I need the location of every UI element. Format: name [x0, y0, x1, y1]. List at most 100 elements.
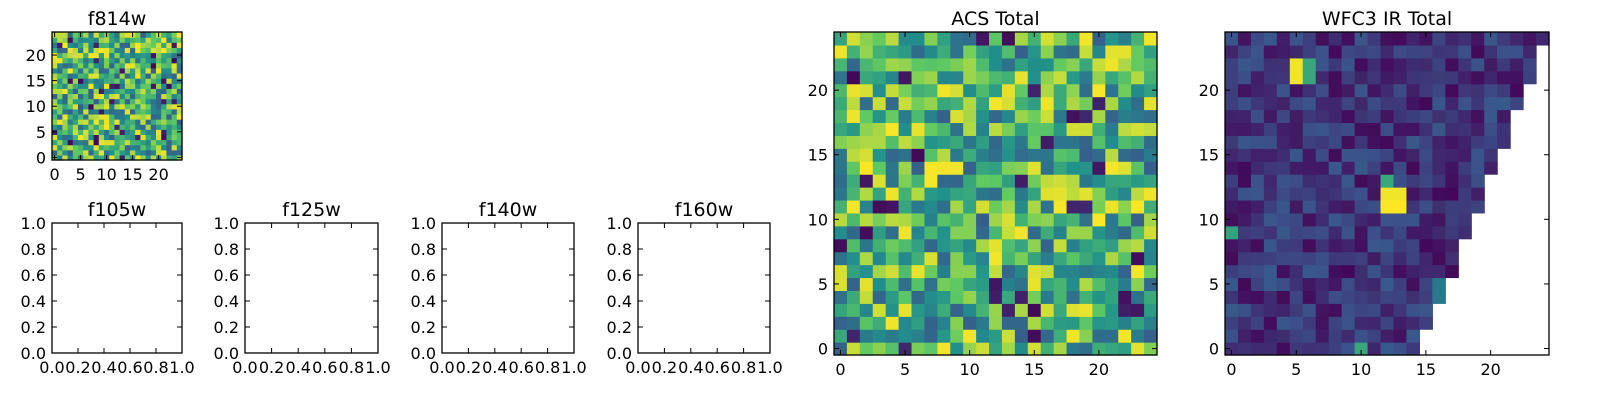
heatmap-cell [52, 124, 58, 130]
heatmap-cell [885, 135, 900, 149]
heatmap-cell [1276, 329, 1291, 343]
heatmap-cell [1131, 174, 1145, 188]
heatmap-cell [1014, 70, 1029, 85]
heatmap-cell [176, 98, 183, 105]
heatmap-cell [989, 32, 1003, 46]
heatmap-cell [1367, 290, 1382, 304]
heatmap-cell [924, 109, 938, 124]
heatmap-cell [135, 98, 141, 105]
x-tick-label: 5 [1291, 360, 1301, 379]
heatmap-cell [124, 42, 131, 48]
heatmap-cell [963, 148, 977, 162]
heatmap-cell [1027, 316, 1042, 330]
heatmap-cell [1419, 225, 1433, 240]
heatmap-cell [161, 129, 167, 135]
heatmap-cell [1053, 212, 1068, 227]
x-tick-label: 1.0 [561, 358, 586, 377]
heatmap-cell [145, 78, 152, 84]
heatmap-cell [1053, 174, 1068, 188]
heatmap-cell [859, 32, 874, 46]
heatmap-cell [846, 316, 861, 330]
heatmap-cell [911, 225, 926, 240]
heatmap-cell [989, 187, 1003, 201]
heatmap-cell [1027, 199, 1042, 214]
heatmap-cell [1237, 32, 1252, 46]
heatmap-cell [1419, 148, 1433, 162]
heatmap-cell [1027, 238, 1042, 253]
heatmap-cell [140, 93, 147, 100]
heatmap-cell [924, 44, 938, 59]
heatmap-cell [1118, 329, 1132, 343]
heatmap-cell [1302, 212, 1317, 227]
heatmap-cell [1497, 57, 1511, 72]
heatmap-cell [57, 129, 63, 135]
heatmap-cell [924, 342, 938, 356]
heatmap-cell [1144, 251, 1158, 266]
heatmap-cell [976, 83, 990, 98]
heatmap-cells-f814w [52, 32, 183, 161]
heatmap-cell [88, 108, 95, 115]
heatmap-cell [1250, 303, 1265, 317]
heatmap-cell [1225, 70, 1239, 85]
heatmap-cell [124, 124, 131, 130]
heatmap-cell [98, 62, 105, 69]
heatmap-cell [83, 52, 89, 59]
heatmap-cell [1380, 303, 1395, 317]
heatmap-cell [130, 103, 136, 110]
heatmap-cell [1237, 277, 1252, 291]
heatmap-cell [166, 47, 173, 54]
heatmap-cell [1027, 57, 1042, 72]
heatmap-cell [1302, 251, 1317, 266]
heatmap-cell [1497, 44, 1511, 59]
heatmap-cell [171, 103, 178, 110]
heatmap-cell [150, 98, 157, 105]
heatmap-cell [872, 199, 887, 214]
x-tick-label: 0 [835, 360, 845, 379]
heatmap-cell [1289, 329, 1304, 343]
heatmap-cell [1118, 251, 1132, 266]
heatmap-cell [88, 134, 95, 141]
heatmap-cell [166, 139, 173, 146]
heatmap-cell [1144, 70, 1158, 85]
heatmap-cell [62, 42, 69, 48]
heatmap-cell [88, 154, 95, 161]
heatmap-cell [1092, 303, 1106, 317]
heatmap-cell [1066, 83, 1081, 98]
heatmap-cell [1027, 277, 1042, 291]
heatmap-cell [171, 47, 178, 54]
heatmap-cell [150, 149, 157, 156]
heatmap-cell [937, 174, 951, 188]
heatmap-cell [1225, 187, 1239, 201]
axes-frame-f125w [244, 222, 379, 354]
heatmap-cell [1105, 238, 1119, 253]
heatmap-cell [1040, 225, 1055, 240]
heatmap-cell [1445, 70, 1459, 85]
heatmap-cell [1027, 32, 1042, 46]
chart-title-f105w: f105w [88, 199, 147, 221]
heatmap-cell [872, 83, 887, 98]
heatmap-cell [135, 149, 141, 156]
heatmap-cell [57, 154, 63, 161]
heatmap-cell [52, 108, 58, 115]
heatmap-cell [1445, 135, 1459, 149]
heatmap-cell [1144, 342, 1158, 356]
heatmap-cell [1328, 187, 1343, 201]
heatmap-cell [72, 67, 79, 74]
heatmap-cell [1302, 225, 1317, 240]
heatmap-cell [1105, 70, 1119, 85]
heatmap-cell [1276, 238, 1291, 253]
heatmap-cell [166, 124, 173, 130]
heatmap-cell [109, 119, 115, 125]
heatmap-cell [150, 52, 157, 59]
heatmap-cell [161, 42, 167, 48]
heatmap-cell [1328, 135, 1343, 149]
heatmap-cell [1432, 187, 1446, 201]
heatmap-cell [1105, 135, 1119, 149]
heatmap-cell [98, 129, 105, 135]
heatmap-cell [1354, 57, 1369, 72]
heatmap-cell [846, 32, 861, 46]
heatmap-cell [859, 303, 874, 317]
heatmap-cell [1432, 212, 1446, 227]
heatmap-cell [161, 47, 167, 54]
heatmap-cell [859, 264, 874, 279]
